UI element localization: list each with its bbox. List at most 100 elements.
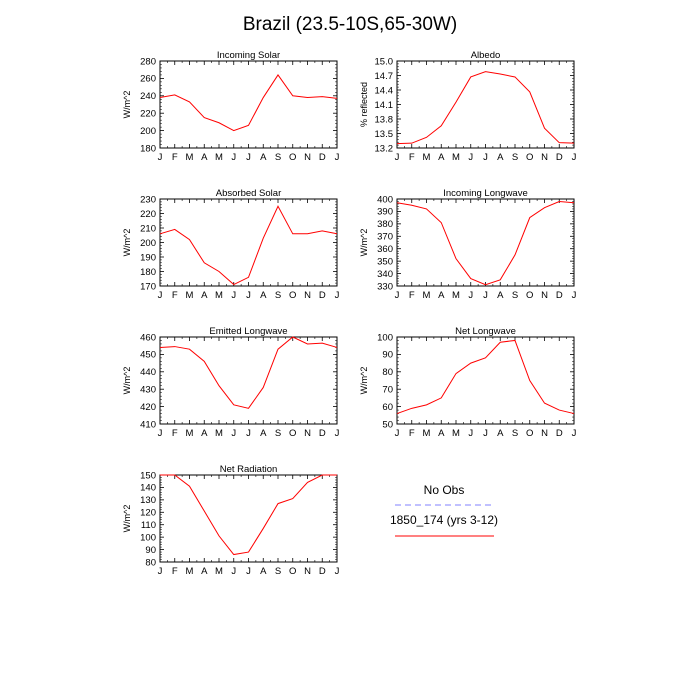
x-tick-label: J (158, 428, 163, 439)
panel-title-emitted-longwave: Emitted Longwave (209, 326, 287, 337)
x-tick-label: A (260, 152, 267, 163)
legend-label-model: 1850_174 (yrs 3-12) (390, 513, 498, 527)
x-tick-label: O (289, 152, 296, 163)
y-tick-label: 440 (140, 367, 156, 378)
y-axis-title: % reflected (359, 82, 369, 127)
y-tick-label: 210 (140, 223, 156, 234)
x-tick-label: O (526, 428, 533, 439)
x-tick-label: N (541, 290, 548, 301)
x-tick-label: D (319, 428, 326, 439)
legend: No Obs 1850_174 (yrs 3-12) (390, 483, 498, 537)
y-tick-label: 450 (140, 350, 156, 361)
y-tick-label: 90 (382, 350, 393, 361)
panel-title-incoming-solar: Incoming Solar (217, 50, 280, 61)
y-axis-title: W/m^2 (359, 229, 369, 257)
y-tick-label: 15.0 (375, 56, 394, 67)
x-tick-label: O (289, 428, 296, 439)
y-tick-label: 390 (377, 207, 393, 218)
panel-title-net-radiation: Net Radiation (220, 464, 278, 475)
y-axis-title: W/m^2 (122, 229, 132, 257)
x-tick-label: M (423, 428, 431, 439)
y-tick-label: 410 (140, 419, 156, 430)
x-tick-label: S (275, 428, 281, 439)
x-tick-label: D (556, 428, 563, 439)
x-tick-label: M (452, 152, 460, 163)
y-tick-label: 14.4 (375, 85, 394, 96)
x-tick-label: A (497, 428, 504, 439)
y-tick-label: 230 (140, 194, 156, 205)
y-tick-label: 420 (140, 402, 156, 413)
x-tick-label: F (172, 290, 178, 301)
x-tick-label: F (409, 152, 415, 163)
panel-title-net-longwave: Net Longwave (455, 326, 516, 337)
series-line-incoming-longwave (396, 200, 575, 286)
series-line-absorbed-solar (159, 205, 338, 286)
x-tick-label: J (335, 566, 340, 577)
x-tick-label: N (304, 152, 311, 163)
y-axis-title: W/m^2 (122, 505, 132, 533)
x-tick-label: O (289, 566, 296, 577)
x-tick-label: J (158, 290, 163, 301)
x-tick-label: A (260, 566, 267, 577)
x-tick-label: J (468, 290, 473, 301)
x-tick-label: J (572, 428, 577, 439)
plot-frame (396, 198, 575, 287)
x-tick-label: N (304, 566, 311, 577)
y-tick-label: 13.8 (375, 114, 394, 125)
x-tick-label: F (172, 566, 178, 577)
x-tick-label: F (409, 290, 415, 301)
y-tick-label: 180 (140, 143, 156, 154)
y-tick-label: 70 (382, 385, 393, 396)
y-tick-label: 260 (140, 74, 156, 85)
y-tick-label: 100 (140, 532, 156, 543)
x-tick-label: M (452, 428, 460, 439)
x-tick-label: J (395, 152, 400, 163)
x-tick-label: J (395, 428, 400, 439)
x-tick-label: J (231, 152, 236, 163)
legend-label-no-obs: No Obs (424, 483, 465, 497)
x-tick-label: M (215, 566, 223, 577)
series-line-incoming-solar (159, 74, 338, 132)
x-tick-label: O (526, 152, 533, 163)
x-tick-label: M (186, 290, 194, 301)
x-tick-label: D (556, 290, 563, 301)
series-line-net-radiation (160, 474, 337, 556)
x-tick-label: J (483, 152, 488, 163)
x-tick-label: M (423, 152, 431, 163)
x-tick-label: D (556, 152, 563, 163)
x-tick-label: S (275, 152, 281, 163)
y-tick-label: 220 (140, 209, 156, 220)
figure-title: Brazil (23.5-10S,65-30W) (243, 14, 457, 35)
x-tick-label: J (231, 290, 236, 301)
plot-frame (396, 336, 575, 425)
y-tick-label: 430 (140, 385, 156, 396)
x-tick-label: J (395, 290, 400, 301)
y-tick-label: 14.1 (375, 100, 394, 111)
x-tick-label: J (468, 428, 473, 439)
x-tick-label: J (231, 566, 236, 577)
y-tick-label: 280 (140, 56, 156, 67)
x-tick-label: M (186, 152, 194, 163)
x-tick-label: J (335, 152, 340, 163)
series-line-emitted-longwave (159, 336, 338, 409)
x-tick-label: A (438, 152, 445, 163)
y-tick-label: 100 (377, 332, 393, 343)
x-tick-label: M (215, 152, 223, 163)
panel-title-incoming-longwave: Incoming Longwave (443, 188, 528, 199)
y-tick-label: 13.2 (375, 143, 394, 154)
x-tick-label: D (319, 290, 326, 301)
y-tick-label: 460 (140, 332, 156, 343)
x-tick-label: D (319, 152, 326, 163)
x-tick-label: A (201, 290, 208, 301)
x-tick-label: F (172, 152, 178, 163)
y-tick-label: 200 (140, 126, 156, 137)
y-tick-label: 14.7 (375, 71, 394, 82)
x-tick-label: A (260, 290, 267, 301)
y-tick-label: 330 (377, 281, 393, 292)
x-tick-label: S (512, 428, 518, 439)
x-tick-label: J (335, 428, 340, 439)
